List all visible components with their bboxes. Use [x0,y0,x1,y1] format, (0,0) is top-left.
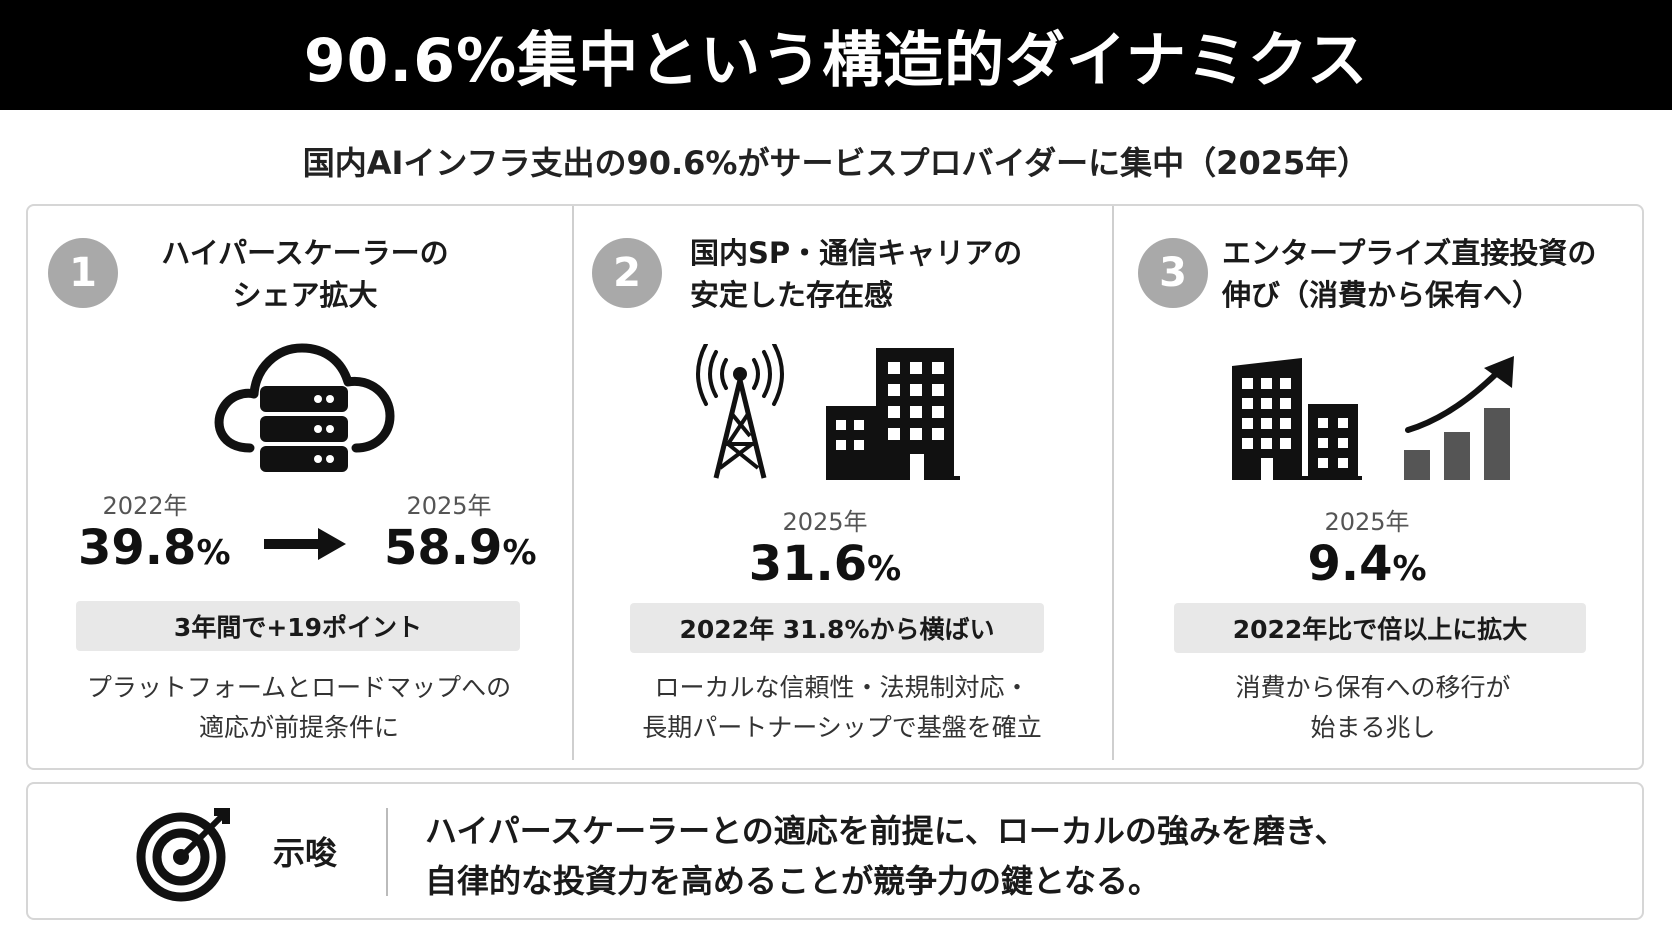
panel-heading-1: ハイパースケーラーの シェア拡大 [120,232,490,316]
panel-heading-2-line2: 安定した存在感 [690,278,894,312]
panel-heading-3: エンタープライズ直接投資の 伸び（消費から保有へ） [1222,232,1632,316]
panel-year-3: 2025年 [1324,508,1410,536]
panel-pill-2: 2022年 31.8%から横ばい [630,603,1044,653]
panel-number-2: 2 [592,238,662,308]
to-year: 2025年 [406,492,492,520]
from-value-number: 39.8 [78,520,197,576]
from-value: 39.8% [78,520,231,576]
panel-desc-1-line2: 適応が前提条件に [198,713,399,742]
panel-heading-3-line2: 伸び（消費から保有へ） [1222,278,1542,312]
title-bar: 90.6%集中という構造的ダイナミクス [0,0,1672,110]
panel-desc-3-line1: 消費から保有への移行が [1235,673,1511,702]
panel-desc-3: 消費から保有への移行が 始まる兆し [1114,668,1632,748]
panel-value-2: 31.6% [570,536,1080,592]
panel-value-3: 9.4% [1112,536,1622,592]
implication-label: 示唆 [273,834,338,872]
panel-heading-1-line1: ハイパースケーラーの [161,236,449,270]
implication-line2: 自律的な投資力を高めることが競争力の鍵となる。 [425,862,1161,900]
office-buildings-icon [1232,358,1362,484]
panel-pill-3: 2022年比で倍以上に拡大 [1174,603,1586,653]
panel-divider-1 [572,206,574,760]
implication-box [26,782,1644,920]
page-title: 90.6%集中という構造的ダイナミクス [303,25,1369,96]
panel-year-2: 2025年 [782,508,868,536]
growth-chart-icon [1404,354,1520,484]
panel-desc-1-line1: プラットフォームとロードマップへの [86,673,512,702]
implication-line1: ハイパースケーラーとの適応を前提に、ローカルの強みを磨き、 [425,812,1347,850]
panel-desc-2: ローカルな信頼性・法規制対応・ 長期パートナーシップで基盤を確立 [574,668,1110,748]
to-value-pct: % [502,533,537,573]
panel-pill-1: 3年間で+19ポイント [76,601,520,651]
panel-heading-2-line1: 国内SP・通信キャリアの [690,236,1023,270]
panel-desc-3-line2: 始まる兆し [1310,713,1436,742]
from-year: 2022年 [102,492,188,520]
cloud-server-icon [210,330,396,482]
panel-value-2-pct: % [867,549,902,589]
implication-divider [386,808,388,896]
panel-value-3-number: 9.4 [1307,536,1393,592]
panel-number-1: 1 [48,238,118,308]
to-value-number: 58.9 [384,520,503,576]
target-icon [136,802,236,906]
panel-heading-2: 国内SP・通信キャリアの 安定した存在感 [690,232,1090,316]
panels-container [26,204,1644,770]
antenna-tower-icon [688,342,792,484]
panel-heading-1-line2: シェア拡大 [232,278,378,312]
arrow-right-icon [264,528,346,564]
panel-desc-2-line2: 長期パートナーシップで基盤を確立 [642,713,1042,742]
office-building-icon [826,348,960,484]
implication-text: ハイパースケーラーとの適応を前提に、ローカルの強みを磨き、 自律的な投資力を高め… [425,806,1347,906]
panel-desc-1: プラットフォームとロードマップへの 適応が前提条件に [40,668,558,748]
panel-number-3: 3 [1138,238,1208,308]
panel-divider-2 [1112,206,1114,760]
panel-desc-2-line1: ローカルな信頼性・法規制対応・ [654,673,1030,702]
panel-value-2-number: 31.6 [748,536,868,592]
to-value: 58.9% [384,520,537,576]
panel-value-3-pct: % [1392,549,1427,589]
subtitle: 国内AIインフラ支出の90.6%がサービスプロバイダーに集中（2025年） [302,144,1370,182]
panel-heading-3-line1: エンタープライズ直接投資の [1222,236,1597,270]
from-value-pct: % [196,533,231,573]
